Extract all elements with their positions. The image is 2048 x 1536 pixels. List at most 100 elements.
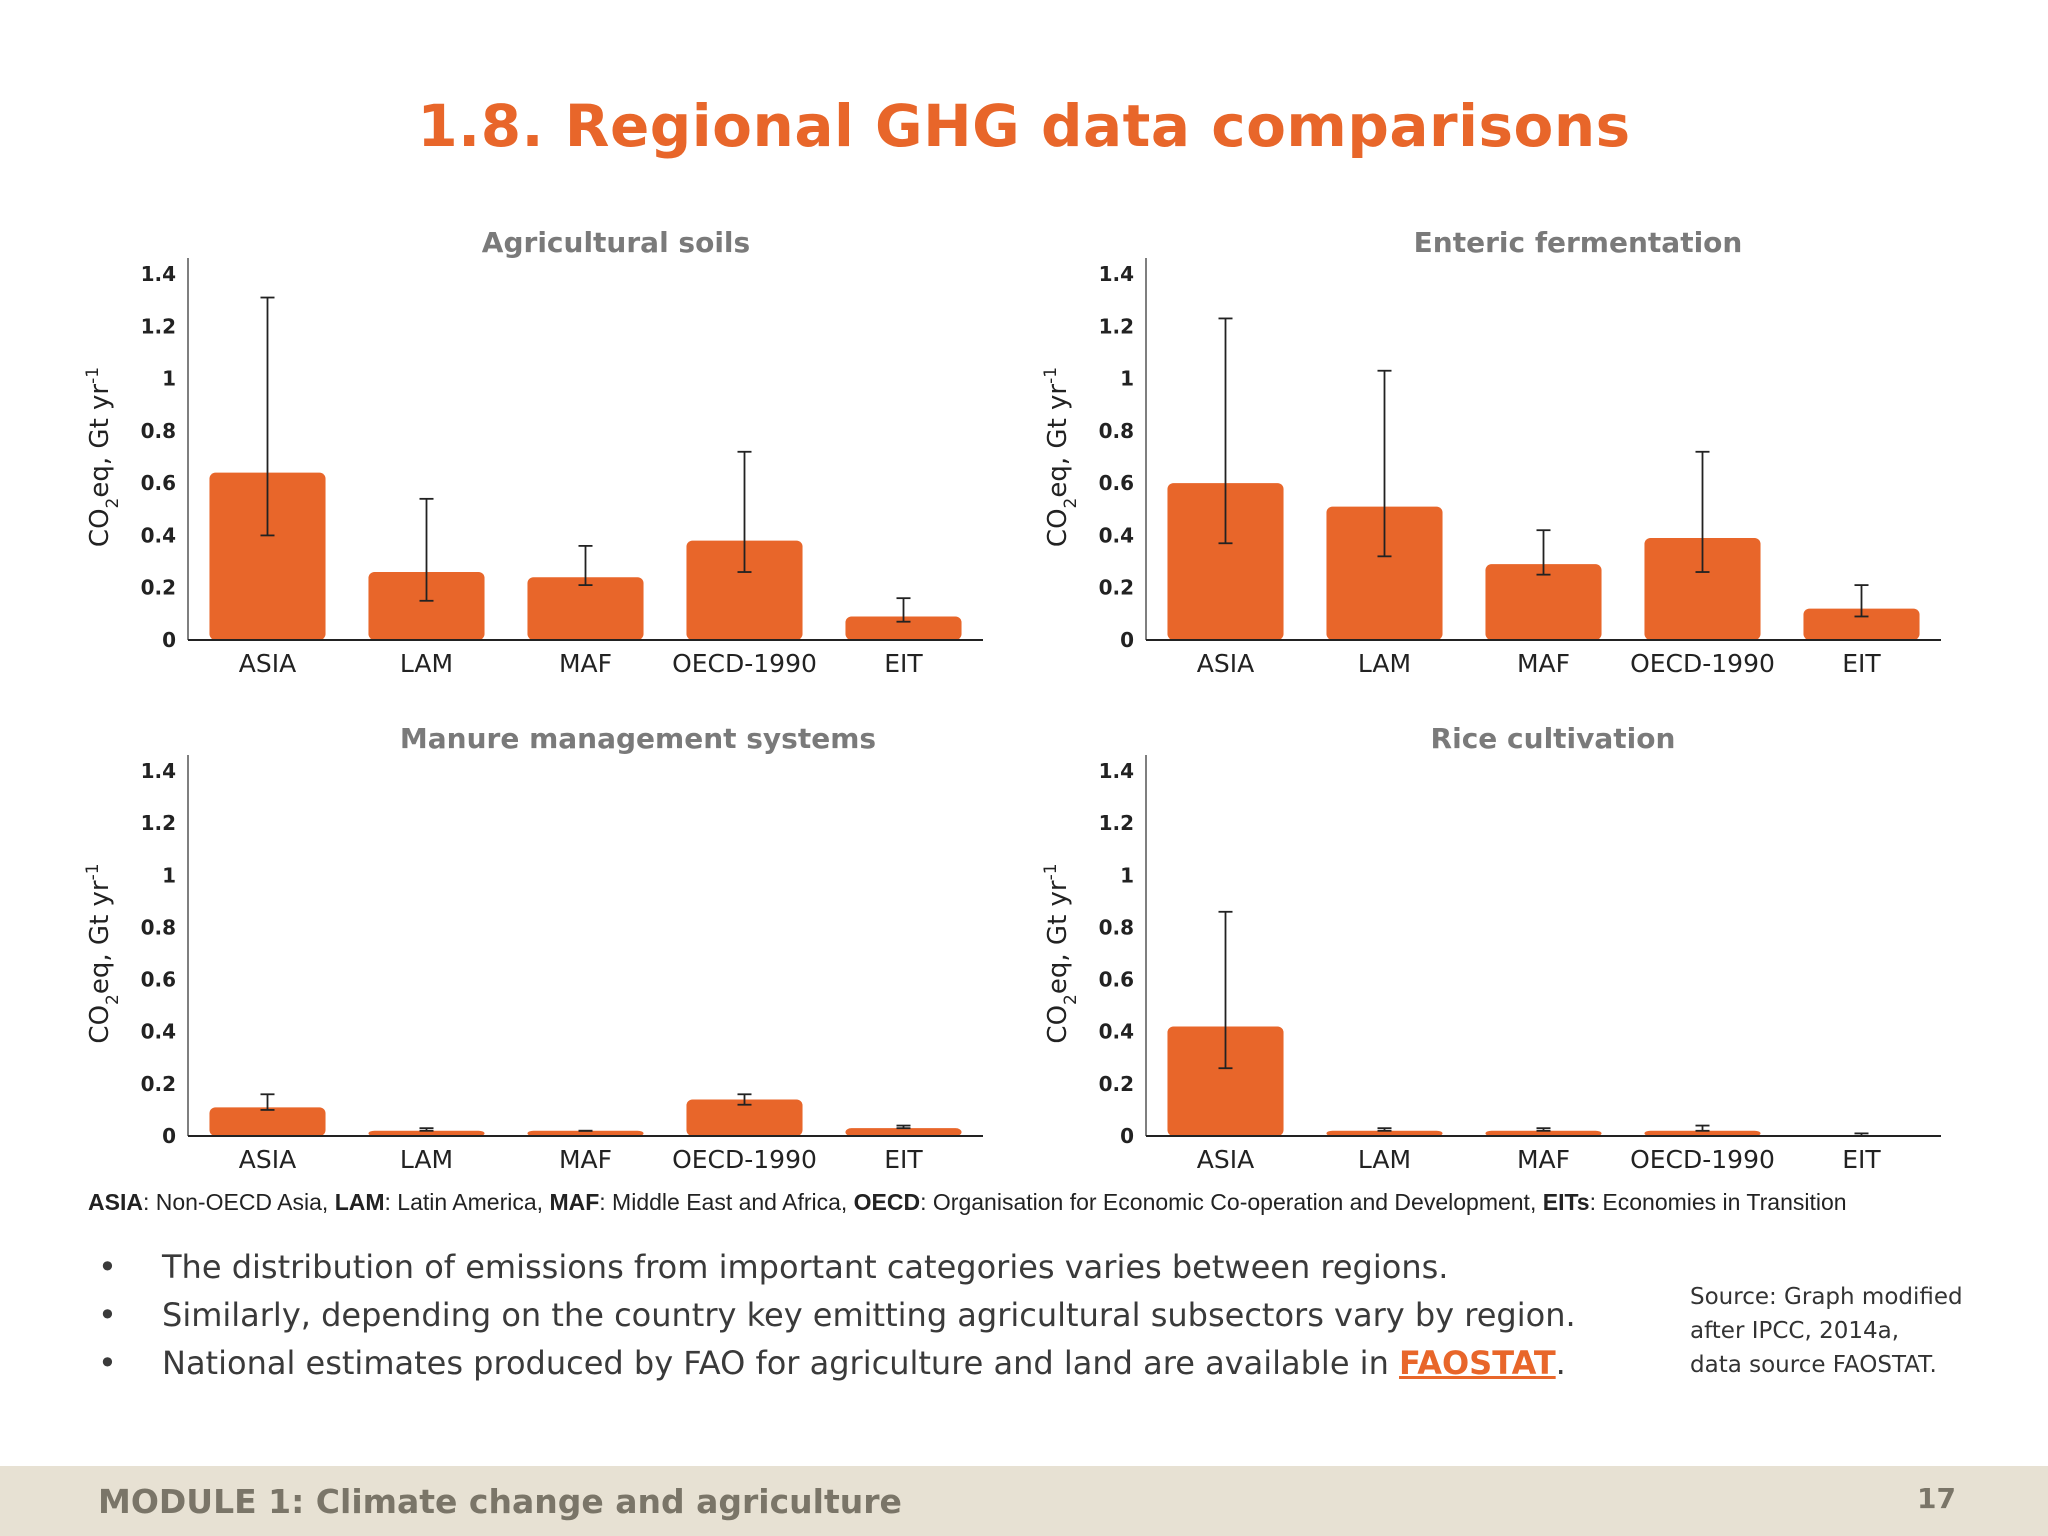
x-tick-label: MAF [559,649,612,678]
data-bar [368,572,485,640]
data-bar [209,1107,326,1136]
y-tick-label: 0.6 [141,968,176,992]
x-tick-label: OECD-1990 [672,649,817,678]
data-bar [1326,1130,1443,1136]
faostat-link[interactable]: FAOSTAT [1399,1344,1556,1382]
y-tick-label: 1.2 [1099,314,1134,338]
x-tick-label: OECD-1990 [1630,649,1775,678]
x-tick-label: OECD-1990 [1630,1145,1775,1174]
y-tick-label: 0.2 [141,1072,176,1096]
bullet-text-part: National estimates produced by FAO for a… [162,1344,1400,1382]
bullet-marker: • [98,1344,117,1382]
slide-title: 1.8. Regional GHG data comparisons [417,92,1631,160]
x-tick-label: LAM [400,649,453,678]
y-tick-label: 0 [1120,1124,1134,1148]
y-tick-label: 1.4 [141,759,176,783]
legend-abbr: OECD [853,1189,921,1215]
y-tick-label: 0 [162,628,176,652]
data-bar [1326,506,1443,640]
y-tick-label: 0.2 [1099,576,1134,600]
y-axis-label: CO2eq, Gt yr-1 [1041,863,1081,1043]
y-tick-label: 1 [162,367,176,391]
data-bar [209,472,326,640]
source-line: data source FAOSTAT. [1690,1352,1937,1378]
legend-desc: : Non-OECD Asia, [142,1189,335,1215]
source-line: Source: Graph modified [1690,1284,1963,1310]
source-line: after IPCC, 2014a, [1690,1318,1900,1344]
y-tick-label: 0.4 [1099,1020,1134,1044]
legend-desc: : Economies in Transition [1589,1189,1847,1215]
bullet-item: • National estimates produced by FAO for… [96,1344,1656,1392]
y-tick-label: 0.8 [1099,419,1134,443]
y-tick-label: 1.2 [1099,811,1134,835]
y-tick-label: 0.8 [141,419,176,443]
legend-abbr: MAF [549,1189,600,1215]
x-tick-label: ASIA [1197,649,1254,678]
y-tick-label: 0 [162,1124,176,1148]
data-bar [1167,1026,1284,1136]
legend-abbr: LAM [334,1189,385,1215]
x-tick-label: EIT [884,1145,923,1174]
x-tick-label: MAF [1517,1145,1570,1174]
y-tick-label: 1 [1120,863,1134,887]
bullet-marker: • [98,1248,117,1286]
page-number: 17 [1917,1482,1956,1515]
bullet-item: • Similarly, depending on the country ke… [96,1296,1656,1344]
bullet-text: The distribution of emissions from impor… [162,1248,1449,1286]
y-tick-label: 1.2 [141,314,176,338]
data-bar [686,540,803,640]
data-bar [845,616,962,640]
y-tick-label: 0.4 [141,523,176,547]
y-axis-label: CO2eq, Gt yr-1 [1041,367,1081,547]
legend-abbr: EITs [1542,1189,1590,1215]
y-tick-label: 0 [1120,628,1134,652]
bullet-text: Similarly, depending on the country key … [162,1296,1576,1334]
bullet-list: • The distribution of emissions from imp… [96,1248,1656,1392]
x-tick-label: LAM [1358,1145,1411,1174]
y-tick-label: 1.4 [1099,262,1134,286]
data-bar [1485,564,1602,640]
data-bar [368,1130,485,1136]
data-bar [1485,1130,1602,1136]
abbreviation-legend: ASIA: Non-OECD Asia, LAM: Latin America,… [88,1189,1988,1216]
bullet-text: National estimates produced by FAO for a… [162,1344,1566,1382]
x-tick-label: LAM [1358,649,1411,678]
y-tick-label: 0.4 [1099,523,1134,547]
y-tick-label: 1 [1120,367,1134,391]
chart-title: Agricultural soils [482,226,750,259]
data-bar [1167,483,1284,640]
data-bar [1644,538,1761,640]
y-tick-label: 1.4 [141,262,176,286]
y-axis-label: CO2eq, Gt yr-1 [83,863,123,1043]
y-tick-label: 0.2 [1099,1072,1134,1096]
footer-bar: MODULE 1: Climate change and agriculture… [0,1466,2048,1536]
x-tick-label: ASIA [239,649,296,678]
bullet-marker: • [98,1296,117,1334]
x-tick-label: ASIA [239,1145,296,1174]
chart-title: Rice cultivation [1431,722,1676,755]
chart-title: Manure management systems [400,722,876,755]
y-tick-label: 0.4 [141,1020,176,1044]
x-tick-label: EIT [1842,1145,1881,1174]
y-tick-label: 1.2 [141,811,176,835]
y-tick-label: 0.6 [1099,471,1134,495]
legend-desc: : Latin America, [384,1189,550,1215]
data-bar [527,577,644,640]
x-tick-label: MAF [559,1145,612,1174]
y-axis-label: CO2eq, Gt yr-1 [83,367,123,547]
y-tick-label: 1 [162,863,176,887]
x-tick-label: LAM [400,1145,453,1174]
chart-title: Enteric fermentation [1414,226,1743,259]
source-note: Source: Graph modified after IPCC, 2014a… [1690,1280,2020,1382]
bullet-suffix: . [1555,1344,1566,1382]
data-bar [845,1128,962,1136]
x-tick-label: EIT [884,649,923,678]
x-tick-label: ASIA [1197,1145,1254,1174]
y-tick-label: 0.6 [141,471,176,495]
y-tick-label: 1.4 [1099,759,1134,783]
data-bar [1644,1130,1761,1136]
data-bar [1803,608,1920,640]
legend-desc: : Middle East and Africa, [599,1189,854,1215]
y-tick-label: 0.6 [1099,968,1134,992]
